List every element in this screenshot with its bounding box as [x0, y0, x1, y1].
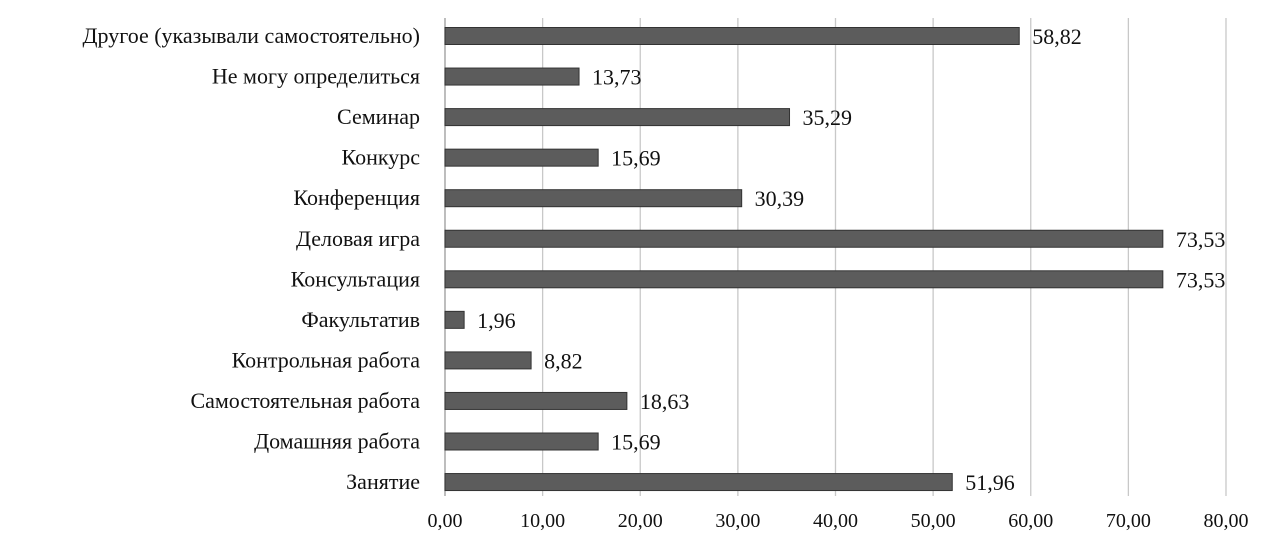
data-label: 51,96	[965, 470, 1015, 495]
data-label: 15,69	[611, 430, 661, 455]
data-label: 15,69	[611, 146, 661, 171]
data-label: 18,63	[640, 389, 690, 414]
x-tick-label: 60,00	[1008, 510, 1053, 532]
data-label: 73,53	[1176, 267, 1226, 292]
category-label: Конференция	[293, 185, 420, 210]
bar	[444, 67, 580, 86]
category-label: Занятие	[346, 469, 420, 494]
category-label: Деловая игра	[296, 226, 420, 251]
category-label: Домашняя работа	[254, 429, 420, 454]
category-label: Самостоятельная работа	[190, 388, 420, 413]
bar	[444, 270, 1164, 289]
x-tick-label: 30,00	[715, 510, 760, 532]
grid-layer	[444, 18, 1227, 496]
data-label: 13,73	[592, 65, 642, 90]
category-label: Контрольная работа	[232, 347, 421, 372]
bar	[444, 148, 599, 167]
category-label: Не могу определиться	[212, 64, 420, 89]
category-label: Конкурс	[342, 145, 421, 170]
x-tick-label: 80,00	[1204, 510, 1249, 532]
bar	[444, 351, 532, 370]
x-tick-label: 10,00	[520, 510, 565, 532]
data-label: 8,82	[544, 348, 583, 373]
label-layer: 0,00 10,00 20,00 30,00 40,00 50,00 60,00 70,00 8…	[83, 23, 1249, 532]
bar	[444, 473, 953, 492]
x-tick-label: 0,00	[428, 510, 463, 532]
x-tick-label: 70,00	[1106, 510, 1151, 532]
data-label: 1,96	[477, 308, 516, 333]
bar	[444, 229, 1164, 248]
category-label: Другое (указывали самостоятельно)	[83, 23, 421, 48]
bar	[444, 189, 743, 208]
x-tick-label: 40,00	[813, 510, 858, 532]
bar	[444, 391, 628, 410]
data-label: 73,53	[1176, 227, 1226, 252]
x-tick-label: 20,00	[618, 510, 663, 532]
data-label: 58,82	[1032, 24, 1082, 49]
bar-layer	[444, 27, 1164, 492]
bar	[444, 27, 1020, 45]
bar	[444, 108, 791, 127]
category-label: Консультация	[291, 266, 420, 291]
data-label: 30,39	[755, 186, 805, 211]
bar	[444, 432, 599, 451]
data-label: 35,29	[803, 105, 853, 130]
category-label: Факультатив	[301, 307, 420, 332]
bar	[444, 310, 465, 329]
x-tick-label: 50,00	[911, 510, 956, 532]
category-label: Семинар	[337, 104, 420, 129]
